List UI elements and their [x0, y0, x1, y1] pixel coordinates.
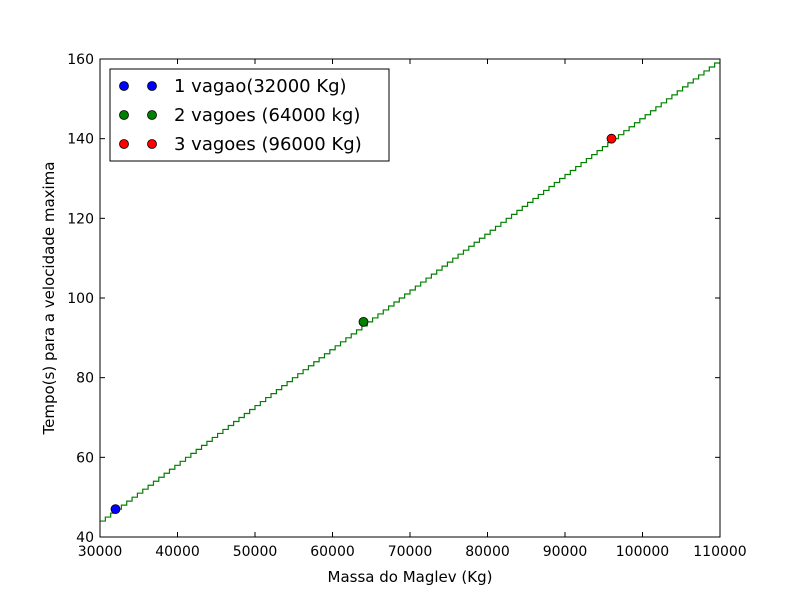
legend-marker — [147, 139, 157, 149]
data-point — [110, 504, 121, 515]
y-tick-label: 140 — [67, 132, 94, 148]
y-tick-label: 40 — [76, 530, 94, 546]
y-tick-label: 60 — [76, 450, 94, 466]
legend-label: 3 vagoes (96000 Kg) — [174, 134, 362, 155]
legend-marker — [147, 110, 157, 120]
x-tick-label: 80000 — [465, 544, 510, 560]
legend-marker — [147, 81, 157, 91]
x-tick-label: 70000 — [388, 544, 433, 560]
legend-marker — [119, 110, 129, 120]
x-tick-label: 40000 — [155, 544, 200, 560]
x-tick-label: 30000 — [78, 544, 123, 560]
x-tick-label: 110000 — [693, 544, 746, 560]
y-tick-label: 160 — [67, 52, 94, 68]
point-layer — [110, 133, 617, 515]
tick-layer: 30000 40000 50000 60000 70000 80000 90000 10000… — [67, 52, 746, 560]
data-point — [358, 316, 369, 327]
y-tick-label: 80 — [76, 371, 94, 387]
data-point — [606, 133, 617, 144]
legend: 1 vagao(32000 Kg) 2 vagoes (64000 kg) 3 va… — [109, 68, 390, 162]
legend-label: 1 vagao(32000 Kg) — [174, 76, 347, 97]
x-tick-label: 60000 — [310, 544, 355, 560]
legend-marker — [119, 139, 129, 149]
x-tick-label: 90000 — [543, 544, 588, 560]
x-axis-title: Massa do Maglev (Kg) — [328, 568, 493, 586]
y-tick-label: 120 — [67, 211, 94, 227]
x-tick-label: 100000 — [616, 544, 669, 560]
y-axis-title: Tempo(s) para a velocidade maxima — [40, 162, 58, 436]
legend-label: 2 vagoes (64000 kg) — [174, 105, 360, 126]
legend-marker — [119, 81, 129, 91]
x-tick-label: 50000 — [233, 544, 278, 560]
y-tick-label: 100 — [67, 291, 94, 307]
